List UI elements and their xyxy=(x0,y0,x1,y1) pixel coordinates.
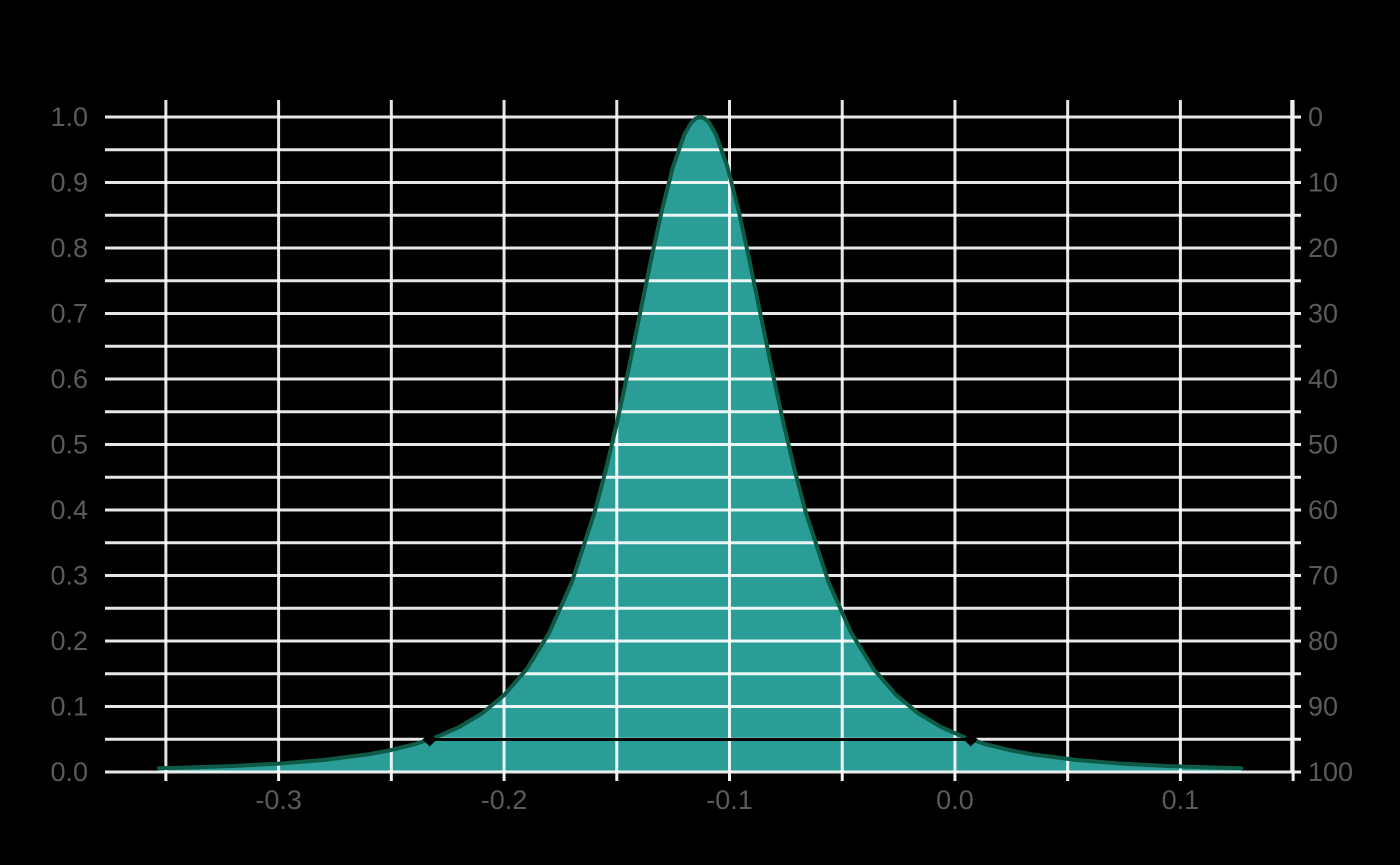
y-left-tick-label: 0.1 xyxy=(50,692,88,722)
likelihood-curve xyxy=(157,115,1244,771)
y-left-tick-label: 0.2 xyxy=(50,626,88,656)
y-right-tick-label: 30 xyxy=(1308,299,1338,329)
x-tick-label: -0.2 xyxy=(481,785,528,815)
y-left-tick-label: 0.3 xyxy=(50,561,88,591)
likelihood-interval-line xyxy=(422,732,978,747)
y-left-tick-label: 0.9 xyxy=(50,168,88,198)
y-left-tick-label: 0.4 xyxy=(50,495,88,525)
y-right-tick-label: 10 xyxy=(1308,168,1338,198)
y-right-tick-label: 70 xyxy=(1308,561,1338,591)
x-tick-label: -0.3 xyxy=(255,785,302,815)
interval-endpoint-diamond xyxy=(422,732,437,747)
y-left-tick-label: 0.8 xyxy=(50,233,88,263)
y-right-tick-label: 40 xyxy=(1308,364,1338,394)
x-tick-label: 0.0 xyxy=(936,785,974,815)
y-right-tick-label: 100 xyxy=(1308,757,1353,787)
axes-spines-and-ticks xyxy=(164,100,1301,781)
x-tick-label: 0.1 xyxy=(1162,785,1200,815)
gridlines xyxy=(105,100,1295,774)
y-right-tick-label: 20 xyxy=(1308,233,1338,263)
y-left-tick-label: 0.7 xyxy=(50,299,88,329)
x-tick-label: -0.1 xyxy=(706,785,753,815)
y-right-tick-label: 90 xyxy=(1308,692,1338,722)
interval-endpoint-diamond xyxy=(963,732,978,747)
y-right-tick-label: 50 xyxy=(1308,430,1338,460)
y-right-tick-label: 60 xyxy=(1308,495,1338,525)
tick-labels: 0.0 0.1 0.2 0.3 0.4 0.5 0.6 0.7 0.8 0.9 1.0 0 10 20 30… xyxy=(50,102,1353,815)
curve-outline xyxy=(157,115,1244,771)
y-left-tick-label: 0.6 xyxy=(50,364,88,394)
y-left-tick-label: 0.0 xyxy=(50,757,88,787)
y-right-tick-label: 0 xyxy=(1308,102,1323,132)
y-left-tick-label: 0.5 xyxy=(50,430,88,460)
y-right-tick-label: 80 xyxy=(1308,626,1338,656)
y-left-tick-label: 1.0 xyxy=(50,102,88,132)
